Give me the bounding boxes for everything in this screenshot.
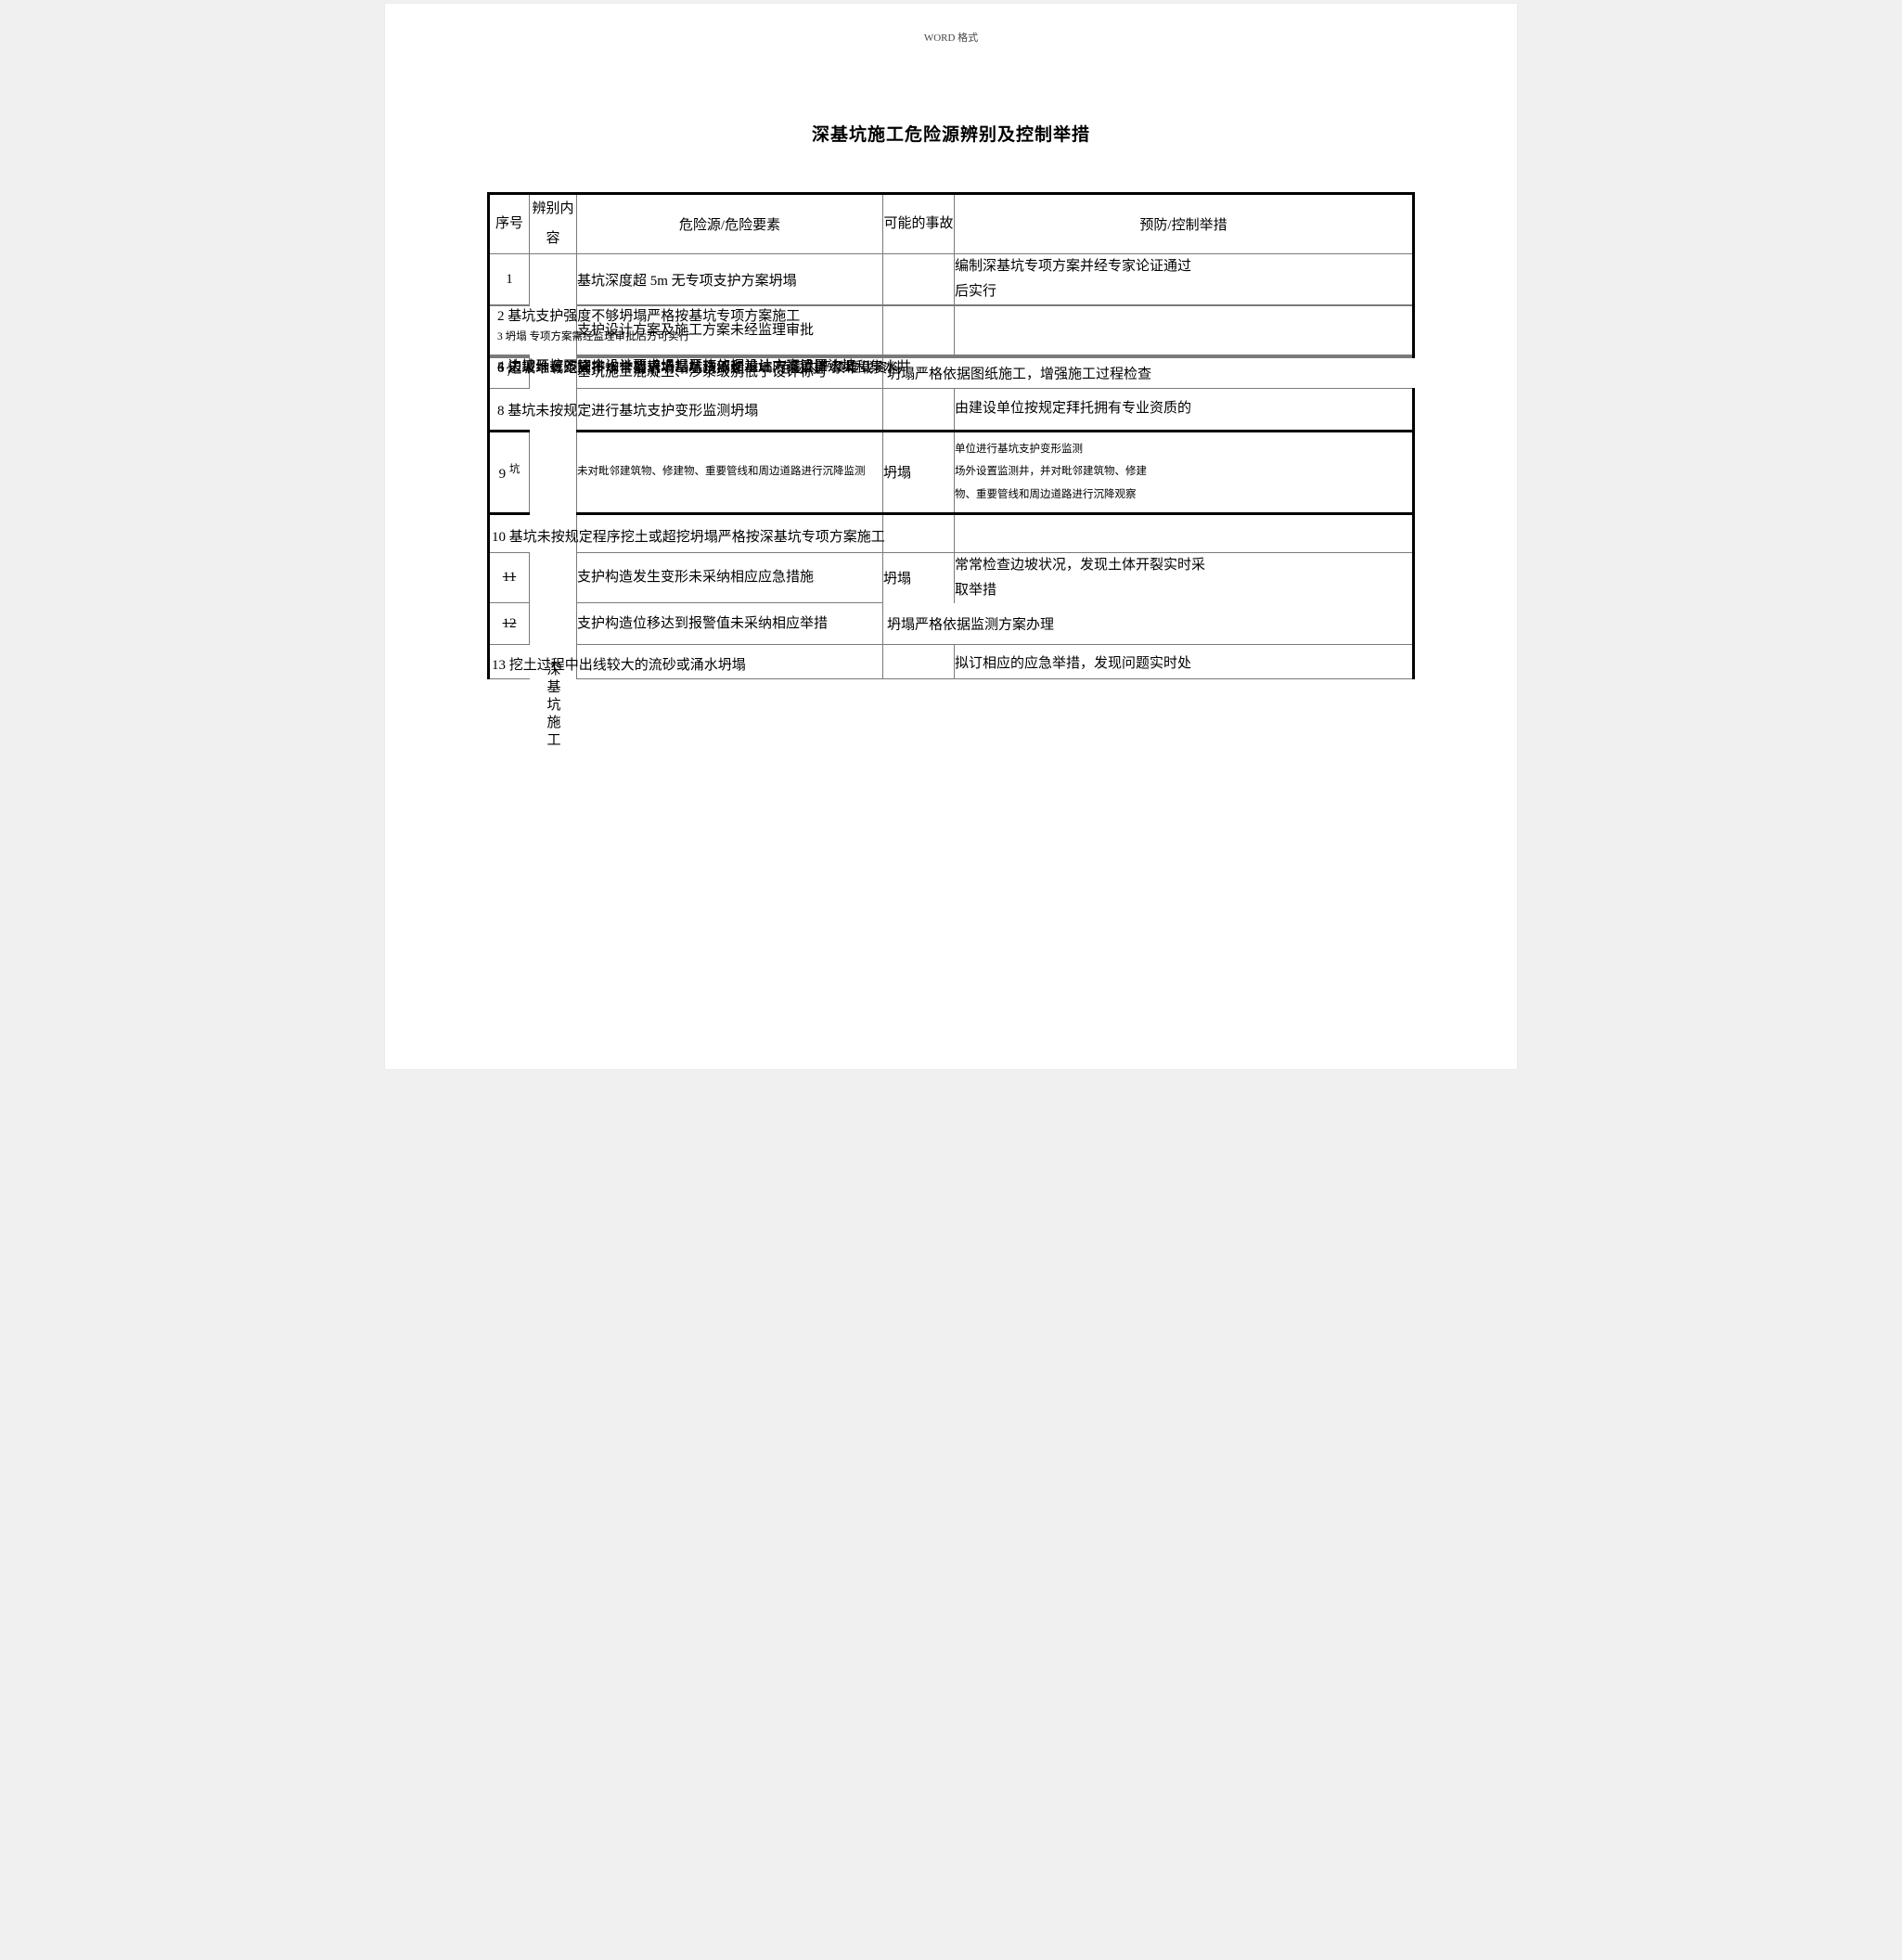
cell-accident: 坍塌 [883,552,955,603]
row9-seq: 9 [499,467,507,482]
col-control: 预防/控制举措 [955,194,1414,254]
row8-text: 8 基坑未按规定进行基坑支护变形监测坍塌 [497,400,758,419]
cell-accident-control: 坍塌严格依据图纸施工，增强施工过程检查 [883,358,1414,389]
cell-seq-merged: 13 挖土过程中出线较大的流砂或涌水坍塌 [489,645,530,679]
row6-text: 6 边坡堆载距离不切合要求坍塌基坑周边 10m 范围内严禁堆载资料 [497,357,901,377]
table-row: 11 支护构造发生变形未采纳相应应急措施 坍塌 常常检查边坡状况，发现土体开裂实… [489,552,1414,603]
table-row: 10 基坑未按规定程序挖土或超挖坍塌严格按深基坑专项方案施工 [489,513,1414,552]
row10-text: 10 基坑未按规定程序挖土或超挖坍塌严格按深基坑专项方案施工 [492,526,885,546]
row9-seq-b: 坑 [509,461,520,476]
table-row: 8 基坑未按规定进行基坑支护变形监测坍塌 由建设单位按规定拜托拥有专业资质的 [489,388,1414,431]
cell-accident-control: 坍塌严格依据监测方案办理 [883,603,1414,645]
table-header-row: 序号 辨别内容 危险源/危险要素 可能的事故 预防/控制举措 [489,194,1414,254]
col-hazard: 危险源/危险要素 [577,194,883,254]
row3-text: 3 坍塌 专项方案需经监理审批后方可实行 [497,329,689,343]
cell-seq-merged: 6 边坡堆载距离不切合要求坍塌基坑周边 10m 范围内严禁堆载资料 [489,357,530,358]
cell-hazard: 基坑深度超 5m 无专项支护方案坍塌 [577,254,883,305]
cell-seq-merged: 3 坍塌 专项方案需经监理审批后方可实行 [489,306,530,355]
cell-seq: 11 [489,552,530,603]
cell-accident [883,388,955,431]
row11-seq: 11 [503,570,516,585]
row12-seq: 12 [503,616,517,631]
cell-control: 由建设单位按规定拜托拥有专业资质的 [955,388,1414,431]
cell-accident: 坍塌 [883,431,955,513]
document-page: WORD 格式 深基坑施工危险源辨别及控制举措 序号 辨别内容 危险源/危险要素… [385,4,1517,1069]
cell-seq: 1 [489,254,530,305]
document-title: 深基坑施工危险源辨别及控制举措 [487,121,1415,146]
table-row: 13 挖土过程中出线较大的流砂或涌水坍塌 拟订相应的应急举措，发现问题实时处 [489,645,1414,679]
row13-text: 13 挖土过程中出线较大的流砂或涌水坍塌 [492,654,746,674]
hazard-table: 序号 辨别内容 危险源/危险要素 可能的事故 预防/控制举措 1 深基坑施工 基… [487,192,1415,679]
cell-accident [883,306,955,355]
cell-hazard: 未对毗邻建筑物、修建物、重要管线和周边道路进行沉降监测 [577,431,883,513]
cell-control: 常常检查边坡状况，发现土体开裂实时采 取举措 [955,552,1414,603]
cell-control [955,306,1414,355]
cell-seq-merged: 8 基坑未按规定进行基坑支护变形监测坍塌 [489,388,530,431]
cell-control [955,513,1414,552]
col-seq: 序号 [489,194,530,254]
page-header-label: WORD 格式 [487,30,1415,45]
cell-control: 拟订相应的应急举措，发现问题实时处 [955,645,1414,679]
cell-accident [883,645,955,679]
category-vertical-label: 深基坑施工 [544,662,563,750]
row7-ac-text: 坍塌严格依据图纸施工，增强施工过程检查 [887,363,1151,382]
row2-text: 2 基坑支护强度不够坍塌严格按基坑专项方案施工 [497,305,800,325]
cell-control: 单位进行基坑支护变形监测 场外设置监测井，并对毗邻建筑物、修建 物、重要管线和周… [955,431,1414,513]
cell-control: 编制深基坑专项方案并经专家论证通过 后实行 [955,254,1414,305]
col-category: 辨别内容 [530,194,577,254]
cell-seq: 9 坑 [489,431,530,513]
row12-ac-text: 坍塌严格依据监测方案办理 [887,613,1054,633]
cell-seq-merged: 10 基坑未按规定程序挖土或超挖坍塌严格按深基坑专项方案施工 [489,513,530,552]
cell-accident [883,513,955,552]
cell-accident [883,254,955,305]
cell-seq: 12 [489,603,530,645]
table-row: 9 坑 未对毗邻建筑物、修建物、重要管线和周边道路进行沉降监测 坍塌 单位进行基… [489,431,1414,513]
table-row: 12 支护构造位移达到报警值未采纳相应举措 坍塌严格依据监测方案办理 [489,603,1414,645]
table-row: 1 深基坑施工 基坑深度超 5m 无专项支护方案坍塌 编制深基坑专项方案并经专家… [489,254,1414,305]
cell-hazard: 支护构造发生变形未采纳相应应急措施 [577,552,883,603]
col-accident: 可能的事故 [883,194,955,254]
cell-hazard: 支护构造位移达到报警值未采纳相应举措 [577,603,883,645]
